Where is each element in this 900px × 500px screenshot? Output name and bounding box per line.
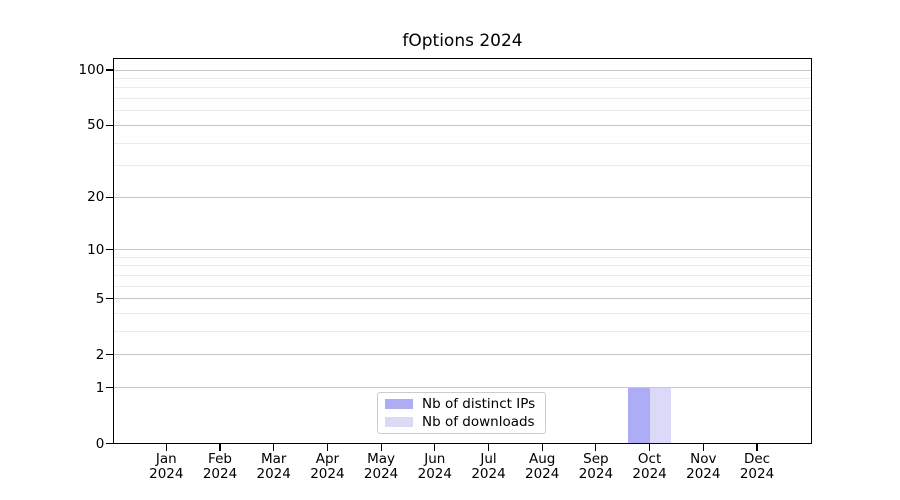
y-axis-tick-label: 10 — [87, 241, 105, 258]
legend-swatch-downloads — [385, 417, 413, 427]
x-axis-tick — [273, 443, 275, 451]
y-axis-tick-label: 100 — [78, 62, 105, 78]
x-axis-tick-label: Jun 2024 — [407, 451, 463, 482]
y-gridline-minor — [113, 331, 812, 333]
legend-item-distinct-ips: Nb of distinct IPs — [385, 397, 538, 411]
x-axis-tick — [595, 443, 597, 451]
y-axis-tick — [106, 69, 114, 71]
x-axis-tick-label: Oct 2024 — [622, 451, 678, 482]
y-axis-tick — [106, 124, 114, 126]
x-axis-tick-label: Jul 2024 — [461, 451, 517, 482]
x-axis-tick-year: 2024 — [578, 465, 614, 482]
legend-item-downloads: Nb of downloads — [385, 415, 538, 429]
y-axis-tick — [106, 248, 114, 251]
y-gridline-major — [113, 196, 812, 198]
x-axis-tick-label: May 2024 — [353, 451, 409, 482]
x-axis-tick-label: Mar 2024 — [246, 451, 302, 482]
y-gridline-major — [113, 387, 812, 389]
legend-swatch-distinct-ips — [385, 399, 413, 409]
y-axis-tick-label: 1 — [95, 379, 105, 396]
y-axis-tick — [106, 443, 114, 445]
y-gridline-minor — [113, 87, 812, 89]
y-axis-tick-label: 0 — [95, 435, 105, 452]
legend: Nb of distinct IPs Nb of downloads — [377, 392, 546, 434]
x-axis-tick — [165, 443, 167, 451]
x-axis-tick-year: 2024 — [417, 465, 452, 482]
x-axis-tick-year: 2024 — [471, 465, 506, 482]
y-axis-tick — [106, 196, 114, 198]
y-axis-tick-label: 20 — [87, 189, 105, 206]
y-gridline-major — [113, 354, 812, 356]
x-axis-tick-label: Aug 2024 — [514, 451, 570, 482]
y-gridline-minor — [113, 312, 812, 314]
bar-nb-of-distinct-ips — [628, 387, 650, 444]
y-gridline-minor — [113, 142, 812, 144]
y-axis-tick-label: 50 — [87, 117, 105, 134]
y-gridline-minor — [113, 165, 812, 167]
y-axis-tick — [106, 354, 114, 356]
legend-label-distinct-ips: Nb of distinct IPs — [422, 396, 536, 412]
x-axis-tick-year: 2024 — [256, 465, 291, 482]
x-axis-tick-year: 2024 — [149, 465, 184, 482]
y-gridline-minor — [113, 274, 812, 276]
x-axis-tick-label: Sep 2024 — [568, 451, 624, 482]
x-axis-tick — [434, 443, 436, 451]
x-axis-tick — [326, 443, 328, 451]
x-axis-tick — [702, 443, 704, 451]
y-gridline-minor — [113, 265, 812, 267]
x-axis-tick-label: Feb 2024 — [192, 451, 248, 482]
x-axis-tick-label: Nov 2024 — [675, 451, 731, 482]
y-axis-tick — [106, 387, 114, 389]
x-axis-tick-year: 2024 — [739, 465, 775, 482]
y-gridline-minor — [113, 256, 812, 258]
y-gridline-minor — [113, 77, 812, 79]
x-axis-tick-year: 2024 — [686, 465, 721, 482]
y-gridline-major — [113, 69, 812, 71]
plot-border — [112, 57, 812, 445]
bar-nb-of-downloads — [649, 387, 671, 444]
x-axis-tick — [487, 443, 490, 451]
x-axis-tick-year: 2024 — [525, 465, 560, 482]
x-axis-tick — [756, 443, 758, 451]
y-axis-tick-label: 5 — [95, 290, 105, 307]
y-gridline-major — [113, 298, 812, 300]
chart-title: fOptions 2024 — [402, 31, 523, 51]
y-gridline-major — [113, 249, 812, 251]
x-axis-tick-year: 2024 — [632, 465, 667, 482]
y-axis-tick — [106, 298, 114, 300]
y-gridline-major — [113, 124, 812, 126]
y-axis-tick-label: 2 — [95, 346, 105, 363]
x-axis-tick-year: 2024 — [202, 465, 238, 482]
y-gridline-minor — [113, 98, 812, 100]
x-axis-tick-label: Dec 2024 — [729, 451, 785, 482]
x-axis-tick-year: 2024 — [363, 465, 399, 482]
x-axis-tick — [649, 443, 651, 451]
x-axis-tick — [541, 443, 543, 451]
x-axis-tick-label: Apr 2024 — [299, 451, 355, 482]
y-gridline-minor — [113, 285, 812, 287]
legend-label-downloads: Nb of downloads — [422, 414, 535, 430]
y-gridline-minor — [113, 110, 812, 112]
x-axis-tick — [219, 443, 221, 451]
x-axis-tick-label: Jan 2024 — [138, 451, 194, 482]
x-axis-tick-year: 2024 — [310, 465, 345, 482]
x-axis-tick — [380, 443, 382, 451]
